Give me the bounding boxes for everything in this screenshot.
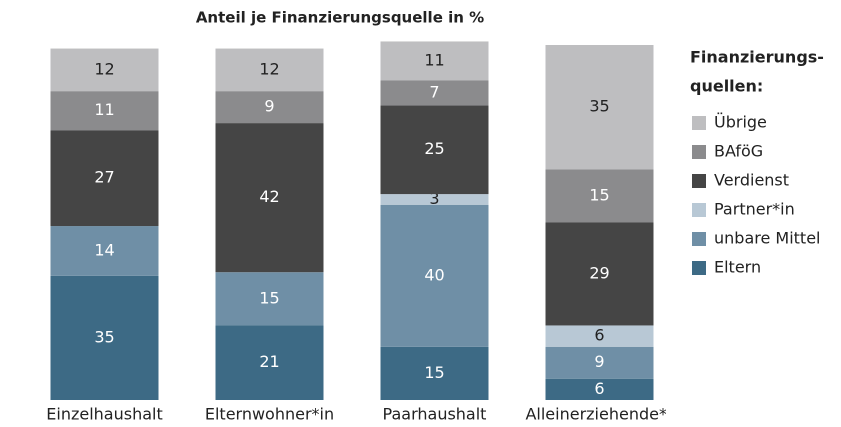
legend-label: Eltern bbox=[714, 258, 761, 277]
legend-label: Verdienst bbox=[714, 171, 789, 190]
legend-swatch bbox=[692, 145, 706, 159]
legend-label: Partner*in bbox=[714, 200, 795, 219]
data-label: 27 bbox=[94, 168, 114, 187]
x-tick-label: Elternwohner*in bbox=[205, 405, 334, 424]
bar-segment bbox=[545, 378, 654, 400]
x-tick-label: Einzelhaushalt bbox=[46, 405, 162, 424]
chart-title: Anteil je Finanzierungsquelle in % bbox=[196, 9, 484, 27]
bar-segment bbox=[215, 91, 324, 124]
bar-segment bbox=[545, 325, 654, 347]
legend-swatch bbox=[692, 261, 706, 275]
bar-segment bbox=[380, 194, 489, 205]
data-label: 29 bbox=[589, 263, 609, 282]
data-label: 11 bbox=[424, 50, 444, 69]
bar-segment bbox=[215, 325, 324, 400]
legend-swatch bbox=[692, 116, 706, 130]
bar-segment bbox=[50, 275, 159, 400]
data-label: 6 bbox=[594, 379, 604, 398]
bar-segment bbox=[215, 48, 324, 92]
bar-segment bbox=[545, 45, 654, 170]
x-tick-label: Paarhaushalt bbox=[383, 405, 487, 424]
bar-segment bbox=[50, 48, 159, 92]
data-label: 9 bbox=[264, 97, 274, 116]
data-label: 15 bbox=[589, 185, 609, 204]
legend-label: Übrige bbox=[714, 113, 767, 132]
data-label: 11 bbox=[94, 100, 114, 119]
legend-swatch bbox=[692, 232, 706, 246]
bar-segment bbox=[545, 222, 654, 326]
bar-segment bbox=[545, 169, 654, 223]
data-label: 6 bbox=[594, 326, 604, 345]
bar-segment bbox=[545, 346, 654, 379]
data-label: 12 bbox=[94, 59, 114, 78]
plot: 35140271112Einzelhaushalt2115042912Elter… bbox=[46, 41, 674, 424]
legend-title: Finanzierungs- bbox=[690, 48, 824, 67]
legend-title: quellen: bbox=[690, 77, 763, 96]
legend-label: BAföG bbox=[714, 142, 763, 161]
bar-segment bbox=[215, 272, 324, 326]
legend-swatch bbox=[692, 174, 706, 188]
bar-segment bbox=[380, 80, 489, 106]
bar-segment bbox=[50, 91, 159, 131]
data-label: 14 bbox=[94, 240, 114, 259]
data-label: 15 bbox=[424, 363, 444, 382]
bar-segment bbox=[50, 130, 159, 227]
data-label: 40 bbox=[424, 265, 444, 284]
data-label: 9 bbox=[594, 352, 604, 371]
data-label: 15 bbox=[259, 288, 279, 307]
data-label: 21 bbox=[259, 352, 279, 371]
legend-label: unbare Mittel bbox=[714, 229, 820, 248]
data-label: 7 bbox=[429, 82, 439, 101]
bar-segment bbox=[380, 204, 489, 347]
bar-segment bbox=[215, 123, 324, 273]
legend-swatch bbox=[692, 203, 706, 217]
data-label: 25 bbox=[424, 139, 444, 158]
data-label: 42 bbox=[259, 187, 279, 206]
data-label: 35 bbox=[589, 97, 609, 116]
bar-segment bbox=[50, 226, 159, 276]
x-tick-label: Alleinerziehende*r bbox=[525, 405, 674, 424]
data-label: 3 bbox=[429, 189, 439, 208]
bar-segment bbox=[380, 41, 489, 81]
bar-segment bbox=[380, 105, 489, 195]
data-label: 35 bbox=[94, 327, 114, 346]
bar-segment bbox=[380, 346, 489, 400]
data-label: 12 bbox=[259, 59, 279, 78]
